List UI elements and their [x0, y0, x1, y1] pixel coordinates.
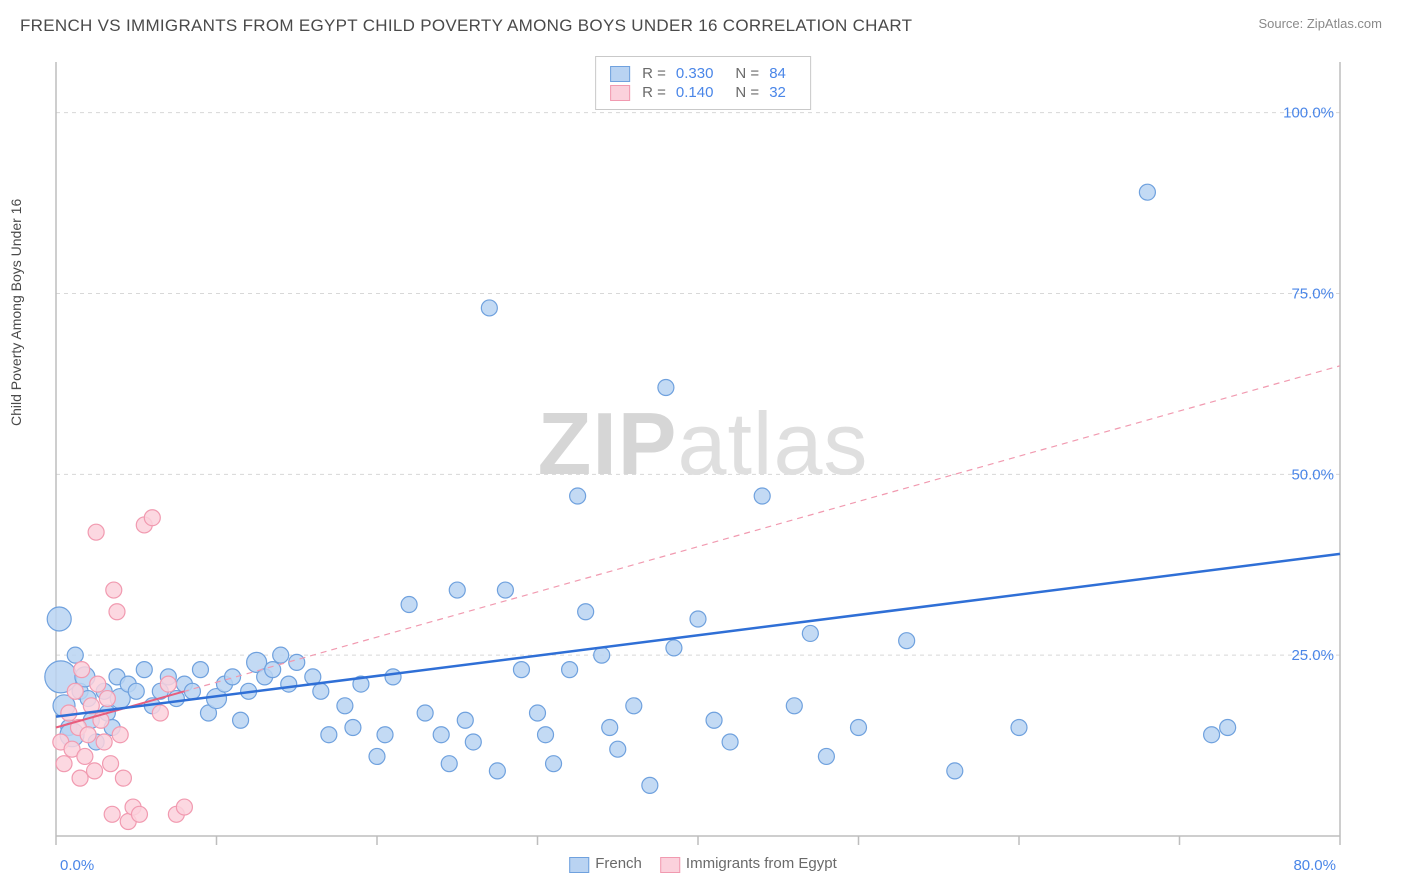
svg-text:80.0%: 80.0% [1293, 857, 1336, 874]
legend-n-label: N = [735, 84, 759, 101]
y-axis-label: Child Poverty Among Boys Under 16 [8, 199, 24, 426]
chart-source: Source: ZipAtlas.com [1258, 16, 1382, 31]
legend-swatch [610, 85, 630, 101]
legend-row: R = 0.330 N = 84 [610, 65, 796, 82]
legend-item: Immigrants from Egypt [660, 855, 837, 872]
source-label: Source: [1258, 16, 1306, 31]
chart-area: Child Poverty Among Boys Under 16 ZIPatl… [0, 46, 1406, 892]
legend-n-value: 32 [769, 84, 786, 101]
svg-text:0.0%: 0.0% [60, 857, 94, 874]
legend-swatch [569, 857, 589, 873]
source-link[interactable]: ZipAtlas.com [1307, 16, 1382, 31]
svg-text:25.0%: 25.0% [1291, 647, 1334, 664]
legend-r-label: R = [642, 65, 666, 82]
legend-item: French [569, 855, 642, 872]
legend-series: French Immigrants from Egypt [569, 848, 837, 880]
svg-text:75.0%: 75.0% [1291, 285, 1334, 302]
chart-title: FRENCH VS IMMIGRANTS FROM EGYPT CHILD PO… [20, 16, 912, 36]
legend-r-value: 0.140 [676, 84, 714, 101]
legend-n-value: 84 [769, 65, 786, 82]
legend-n-label: N = [735, 65, 759, 82]
legend-row: R = 0.140 N = 32 [610, 84, 796, 101]
svg-text:50.0%: 50.0% [1291, 466, 1334, 483]
legend-swatch [610, 66, 630, 82]
scatter-chart: 25.0% 50.0% 75.0% 100.0% 0.0% 80.0% [0, 46, 1406, 892]
svg-text:100.0%: 100.0% [1283, 105, 1334, 122]
legend-r-label: R = [642, 84, 666, 101]
legend-r-value: 0.330 [676, 65, 714, 82]
legend-swatch [660, 857, 680, 873]
legend-label: Immigrants from Egypt [686, 855, 837, 872]
chart-header: FRENCH VS IMMIGRANTS FROM EGYPT CHILD PO… [0, 0, 1406, 36]
legend-label: French [595, 855, 642, 872]
legend-correlation: R = 0.330 N = 84 R = 0.140 N = 32 [595, 56, 811, 110]
